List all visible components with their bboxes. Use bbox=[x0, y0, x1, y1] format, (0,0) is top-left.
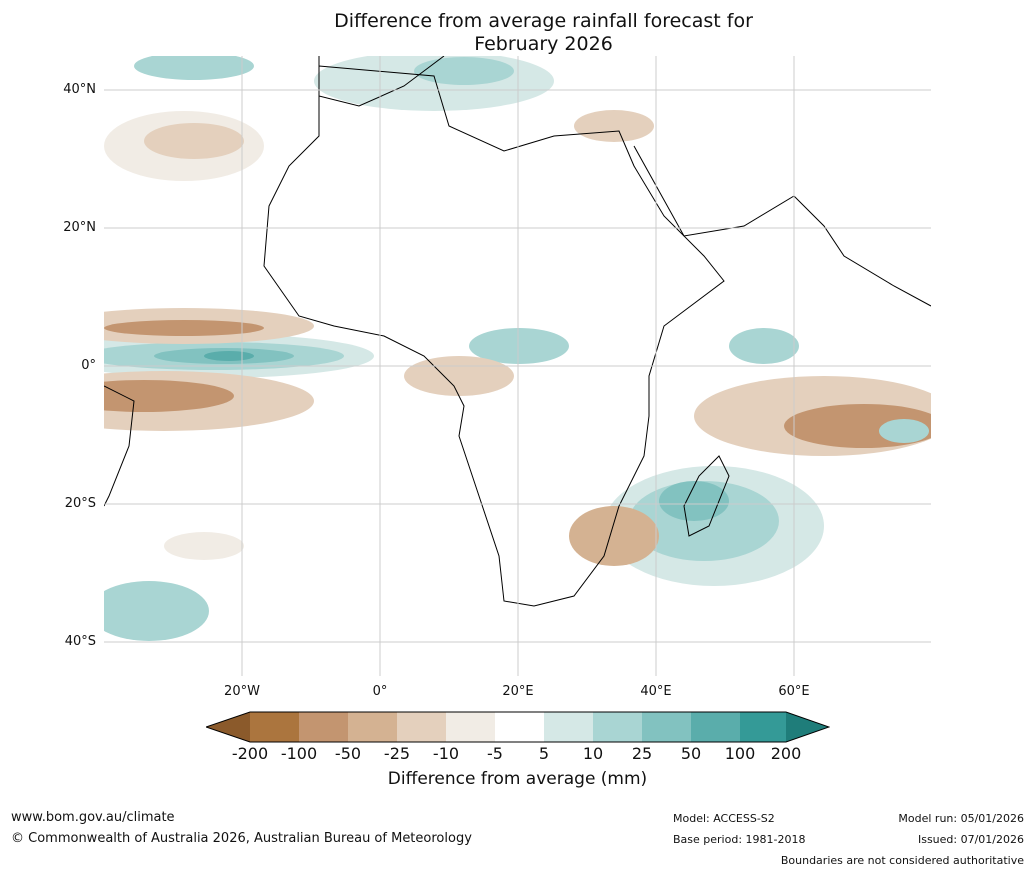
rainfall-map[interactable] bbox=[104, 56, 931, 676]
wet-anomaly-north-atlantic bbox=[134, 56, 254, 80]
lon-label-0: 0° bbox=[372, 684, 388, 699]
lat-label-40n: 40°N bbox=[63, 82, 96, 97]
lon-label-20w: 20°W bbox=[224, 684, 260, 699]
colorbar-swatch bbox=[642, 712, 691, 742]
colorbar-swatch bbox=[348, 712, 397, 742]
map-title: Difference from average rainfall forecas… bbox=[0, 10, 1035, 56]
dry-anomaly-gulf-of-guinea bbox=[404, 356, 514, 396]
anomaly-shading bbox=[104, 56, 931, 641]
europe-outline bbox=[318, 56, 445, 107]
colorbar-swatch bbox=[593, 712, 642, 742]
lat-label-20s: 20°S bbox=[64, 496, 96, 511]
colorbar-swatch bbox=[250, 712, 299, 742]
dry-anomaly-atlantic-north-core bbox=[104, 320, 264, 336]
colorbar-swatch bbox=[299, 712, 348, 742]
wet-anomaly-mediterranean-core bbox=[414, 57, 514, 85]
colorbar-tick: -5 bbox=[487, 744, 503, 763]
colorbar-tick: 50 bbox=[680, 744, 702, 763]
dry-anomaly-middle-east bbox=[574, 110, 654, 142]
title-line-2: February 2026 bbox=[474, 33, 613, 55]
colorbar-swatch bbox=[544, 712, 593, 742]
dry-anomaly-north-atlantic-core bbox=[144, 123, 244, 159]
issued-text: Issued: 07/01/2026 bbox=[917, 833, 1024, 846]
colorbar-tick: 200 bbox=[770, 744, 802, 763]
graticule bbox=[104, 56, 931, 676]
colorbar-tick: 25 bbox=[631, 744, 653, 763]
lat-label-20n: 20°N bbox=[63, 220, 96, 235]
colorbar-swatch bbox=[740, 712, 786, 742]
model-text: Model: ACCESS-S2 bbox=[673, 812, 775, 825]
colorbar-tick: -100 bbox=[280, 744, 318, 763]
colorbar-tick: 100 bbox=[724, 744, 756, 763]
arabia-outline bbox=[633, 145, 931, 307]
wet-anomaly-south-atlantic bbox=[104, 581, 209, 641]
wet-anomaly-atlantic-peak bbox=[204, 351, 254, 361]
colorbar-title: Difference from average (mm) bbox=[387, 769, 648, 789]
colorbar-arrow-high bbox=[786, 712, 829, 742]
map-canvas bbox=[104, 56, 931, 676]
wet-anomaly-indian-ocean-east bbox=[879, 419, 929, 443]
model-run-text: Model run: 05/01/2026 bbox=[898, 812, 1024, 825]
wet-anomaly-mozambique-core bbox=[659, 481, 729, 521]
wet-anomaly-congo bbox=[469, 328, 569, 364]
colorbar-tick: 10 bbox=[582, 744, 604, 763]
colorbar-tick: -10 bbox=[432, 744, 460, 763]
title-line-1: Difference from average rainfall forecas… bbox=[334, 10, 753, 32]
colorbar bbox=[204, 711, 831, 747]
base-period-text: Base period: 1981-2018 bbox=[673, 833, 806, 846]
colorbar-tick: -50 bbox=[334, 744, 362, 763]
colorbar-border bbox=[204, 711, 831, 743]
dry-anomaly-southern-africa bbox=[569, 506, 659, 566]
africa-outline bbox=[263, 65, 725, 607]
dry-anomaly-atlantic-south-core bbox=[104, 380, 234, 412]
lat-label-equator: 0° bbox=[81, 358, 96, 373]
colorbar-svg bbox=[204, 711, 831, 743]
colorbar-tick: -25 bbox=[383, 744, 411, 763]
madagascar-outline bbox=[683, 455, 730, 537]
colorbar-tick: -200 bbox=[231, 744, 269, 763]
colorbar-swatch bbox=[495, 712, 544, 742]
south-america-outline bbox=[104, 385, 135, 507]
lon-label-20e: 20°E bbox=[502, 684, 534, 699]
dry-anomaly-south-atlantic bbox=[164, 532, 244, 560]
colorbar-arrow-low bbox=[206, 712, 250, 742]
coastlines bbox=[104, 56, 931, 607]
colorbar-swatch bbox=[446, 712, 495, 742]
colorbar-tick: 5 bbox=[538, 744, 550, 763]
lat-label-40s: 40°S bbox=[64, 634, 96, 649]
copyright-text: © Commonwealth of Australia 2026, Austra… bbox=[11, 831, 472, 846]
disclaimer-text: Boundaries are not considered authoritat… bbox=[780, 854, 1024, 867]
wet-anomaly-indian-ocean-north bbox=[729, 328, 799, 364]
lon-label-60e: 60°E bbox=[778, 684, 810, 699]
lon-label-40e: 40°E bbox=[640, 684, 672, 699]
website-link[interactable]: www.bom.gov.au/climate bbox=[11, 810, 175, 825]
colorbar-swatch bbox=[397, 712, 446, 742]
colorbar-swatch bbox=[691, 712, 740, 742]
